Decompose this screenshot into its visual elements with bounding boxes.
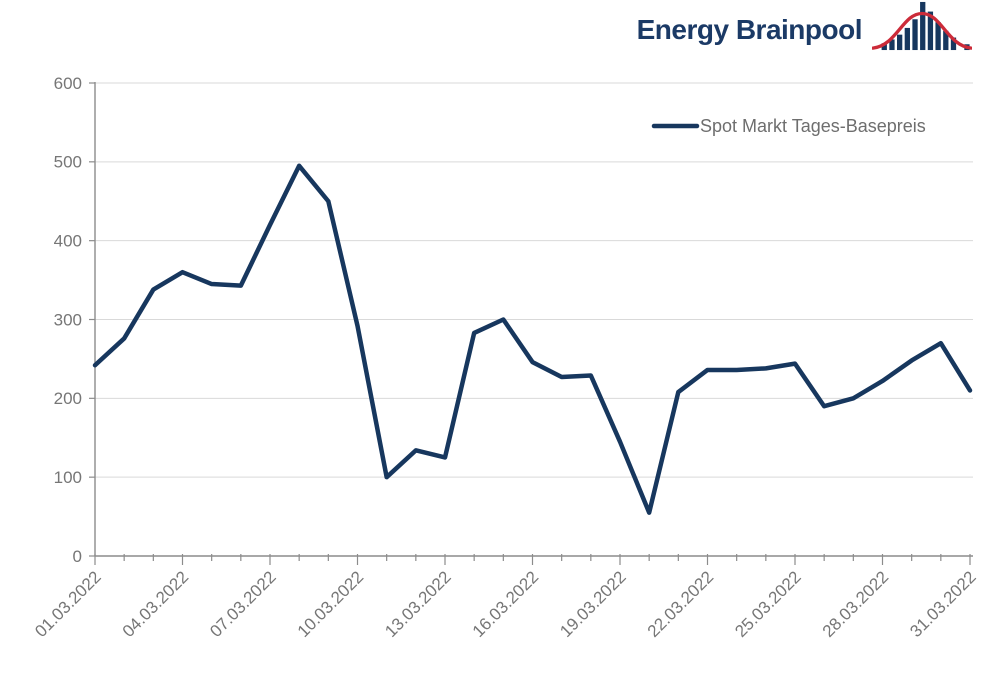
gridlines	[95, 82, 973, 478]
energy-brainpool-logo: Energy Brainpool	[637, 0, 972, 52]
legend-label: Spot Markt Tages-Basepreis	[700, 116, 926, 136]
x-tick-label: 31.03.2022	[906, 567, 980, 641]
x-tick-label: 19.03.2022	[556, 567, 630, 641]
x-tick-label: 13.03.2022	[381, 567, 455, 641]
x-tick-label: 07.03.2022	[206, 567, 280, 641]
x-tick-label: 16.03.2022	[469, 567, 543, 641]
x-axis-labels: 01.03.2022 04.03.2022 07.03.2022 10.03.2022…	[31, 567, 980, 641]
axis-ticks	[89, 82, 971, 565]
x-tick-label: 10.03.2022	[294, 567, 368, 641]
x-tick-label: 01.03.2022	[31, 567, 105, 641]
y-axis-labels: 0 100 200 300 400 500 600	[54, 74, 82, 566]
x-tick-label: 25.03.2022	[731, 567, 805, 641]
x-tick-label: 28.03.2022	[819, 567, 893, 641]
y-tick-label: 300	[54, 310, 82, 329]
y-tick-label: 500	[54, 153, 82, 172]
logo-text: Energy Brainpool	[636, 14, 863, 45]
y-tick-label: 400	[54, 231, 82, 250]
y-tick-label: 100	[54, 468, 82, 487]
y-tick-label: 200	[54, 389, 82, 408]
x-tick-label: 22.03.2022	[644, 567, 718, 641]
y-tick-label: 600	[54, 74, 82, 93]
series-line-spot-markt	[92, 163, 973, 515]
y-tick-label: 0	[73, 547, 82, 566]
logo-histogram-bell-curve-icon	[872, 1, 972, 51]
x-tick-label: 04.03.2022	[119, 567, 193, 641]
